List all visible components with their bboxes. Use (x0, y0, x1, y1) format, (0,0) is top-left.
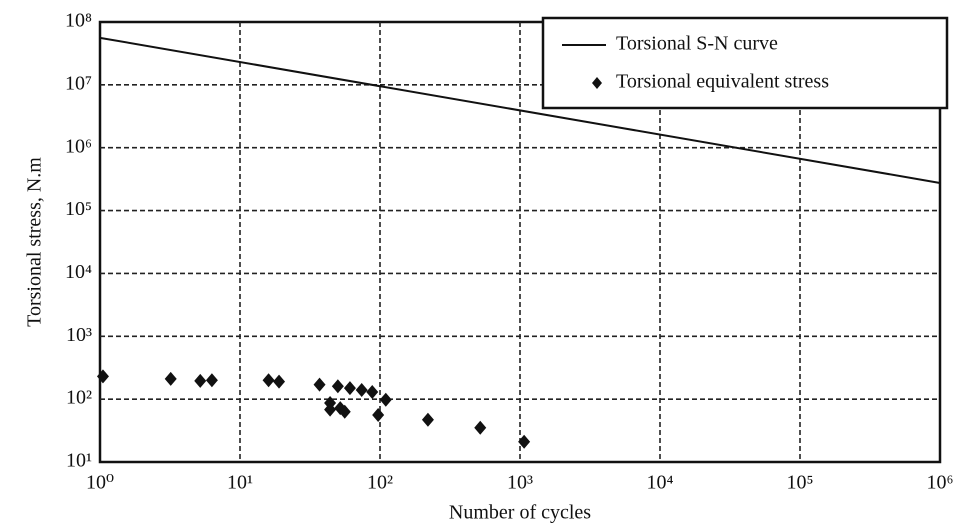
legend-box (541, 16, 949, 110)
y-tick-label: 10⁵ (65, 198, 92, 220)
data-point (194, 373, 207, 388)
sn-curve (99, 36, 941, 184)
data-point (324, 402, 337, 417)
data-point (421, 412, 434, 427)
y-tick-label: 10⁸ (65, 10, 92, 32)
data-point (355, 382, 368, 397)
data-point (96, 369, 109, 384)
data-point (273, 374, 286, 389)
legend-marker (592, 77, 602, 89)
y-tick-label: 10² (66, 387, 92, 409)
data-point (338, 404, 351, 419)
data-point (343, 381, 356, 396)
data-point (262, 373, 275, 388)
y-tick-label: 10³ (66, 324, 92, 346)
y-tick-label: 10⁷ (65, 72, 92, 94)
x-tick-label: 10² (367, 472, 393, 494)
data-point (379, 392, 392, 407)
data-point (205, 373, 218, 388)
legend: Torsional S-N curve Torsional equivalent … (541, 16, 949, 110)
x-tick-label: 10⁶ (927, 472, 954, 494)
y-tick-label: 10⁴ (65, 261, 92, 283)
x-tick-label: 10⁵ (787, 472, 814, 494)
data-point (366, 384, 379, 399)
data-point (331, 379, 344, 394)
data-point (164, 371, 177, 386)
x-tick-label: 10⁰ (86, 472, 114, 494)
legend-label: Torsional equivalent stress (616, 71, 829, 93)
x-tick-label: 10¹ (227, 472, 253, 494)
y-tick-label: 10⁶ (65, 135, 92, 157)
x-tick-label: 10³ (507, 472, 533, 494)
x-tick-label: 10⁴ (647, 472, 674, 494)
data-point (313, 377, 326, 392)
y-tick-label: 10¹ (66, 450, 92, 472)
x-axis-label: Number of cycles (449, 502, 591, 524)
data-point (372, 407, 385, 422)
y-axis-label: Torsional stress, N.m (24, 157, 46, 327)
legend-label: Torsional S-N curve (616, 33, 778, 55)
data-point (518, 434, 531, 449)
data-point (474, 420, 487, 435)
